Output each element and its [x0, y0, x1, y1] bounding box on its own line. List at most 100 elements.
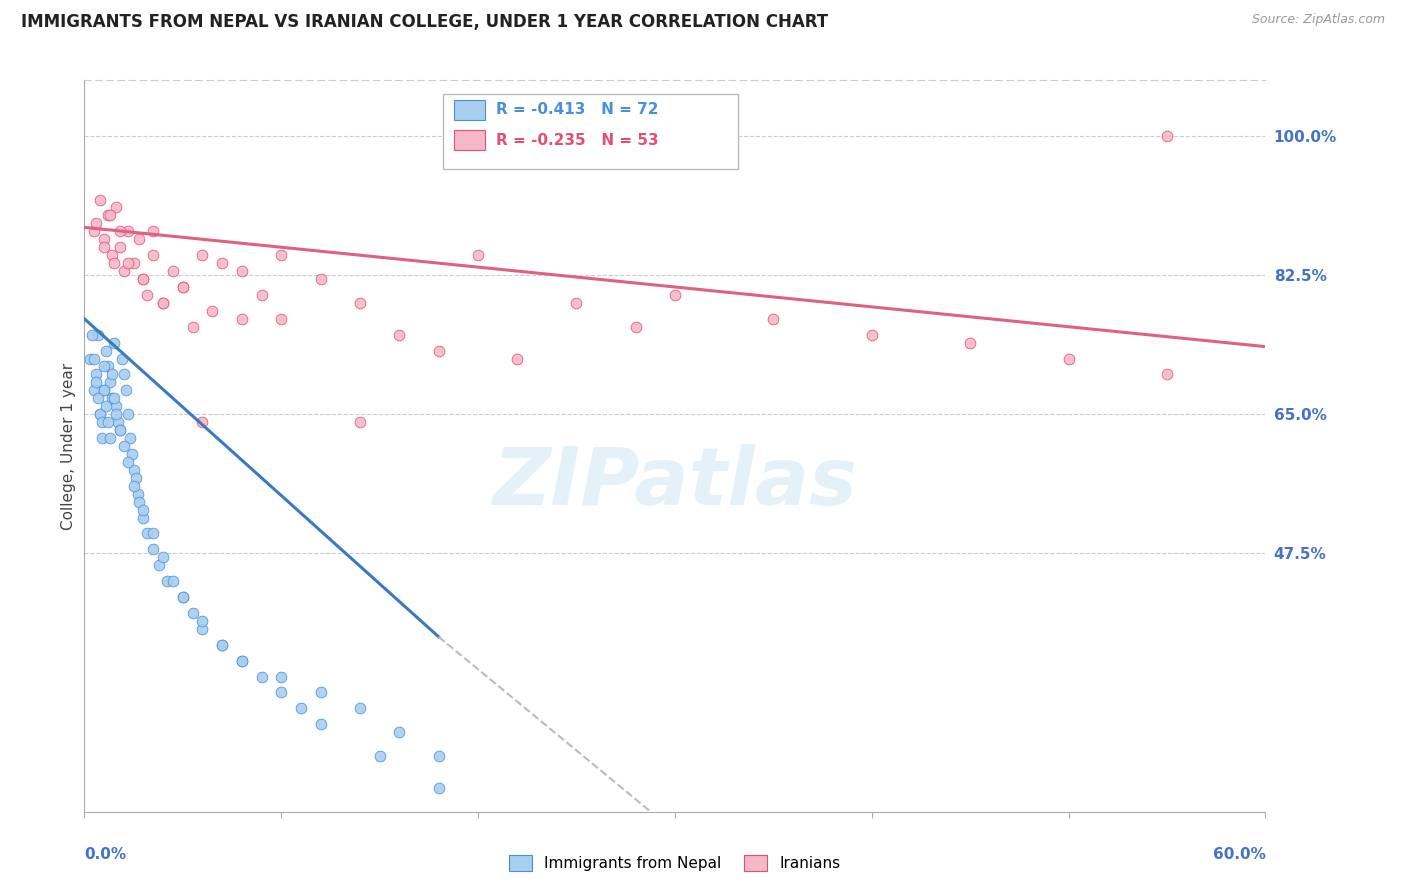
Point	[84, 216, 107, 230]
Point	[136, 288, 159, 302]
Point	[93, 232, 115, 246]
Point	[122, 463, 145, 477]
Point	[959, 335, 981, 350]
Point	[349, 296, 371, 310]
Point	[118, 431, 141, 445]
Point	[89, 193, 111, 207]
Point	[148, 558, 170, 573]
Text: 60.0%: 60.0%	[1212, 847, 1265, 863]
Point	[152, 296, 174, 310]
Text: Source: ZipAtlas.com: Source: ZipAtlas.com	[1251, 13, 1385, 27]
Point	[101, 368, 124, 382]
Point	[111, 351, 134, 366]
Point	[117, 407, 139, 421]
Point	[107, 415, 129, 429]
Point	[172, 280, 194, 294]
Point	[201, 303, 224, 318]
Point	[191, 415, 214, 429]
Point	[250, 288, 273, 302]
Point	[142, 248, 165, 262]
Point	[231, 654, 253, 668]
Point	[124, 471, 146, 485]
Point	[98, 431, 121, 445]
Point	[132, 510, 155, 524]
Point	[142, 224, 165, 238]
Point	[108, 240, 131, 254]
Point	[83, 351, 105, 366]
Point	[94, 399, 117, 413]
Point	[79, 351, 101, 366]
Point	[172, 590, 194, 604]
Point	[108, 423, 131, 437]
Point	[427, 343, 450, 358]
Point	[191, 614, 214, 628]
Point	[368, 749, 391, 764]
Point	[97, 359, 120, 374]
Point	[117, 224, 139, 238]
Point	[101, 392, 124, 406]
Point	[156, 574, 179, 589]
Point	[98, 209, 121, 223]
Point	[349, 701, 371, 715]
Point	[211, 256, 233, 270]
Point	[172, 590, 194, 604]
Point	[152, 296, 174, 310]
Point	[103, 335, 125, 350]
Legend: Immigrants from Nepal, Iranians: Immigrants from Nepal, Iranians	[503, 849, 846, 877]
Point	[108, 224, 131, 238]
Point	[93, 384, 115, 398]
Point	[309, 685, 332, 699]
Text: R = -0.413   N = 72: R = -0.413 N = 72	[496, 103, 659, 117]
Point	[112, 264, 135, 278]
Point	[89, 407, 111, 421]
Point	[191, 248, 214, 262]
Point	[664, 288, 686, 302]
Point	[84, 376, 107, 390]
Point	[127, 486, 149, 500]
Point	[104, 407, 127, 421]
Text: ZIPatlas: ZIPatlas	[492, 443, 858, 522]
Point	[122, 256, 145, 270]
Point	[388, 327, 411, 342]
Point	[103, 392, 125, 406]
Point	[142, 542, 165, 557]
Point	[84, 368, 107, 382]
Point	[103, 256, 125, 270]
Point	[117, 256, 139, 270]
Point	[250, 669, 273, 683]
Point	[1156, 128, 1178, 143]
Point	[309, 717, 332, 731]
Point	[122, 479, 145, 493]
Point	[270, 248, 292, 262]
Point	[162, 574, 184, 589]
Text: R = -0.235   N = 53: R = -0.235 N = 53	[496, 133, 659, 147]
Point	[97, 209, 120, 223]
Point	[97, 415, 120, 429]
Point	[132, 502, 155, 516]
Text: IMMIGRANTS FROM NEPAL VS IRANIAN COLLEGE, UNDER 1 YEAR CORRELATION CHART: IMMIGRANTS FROM NEPAL VS IRANIAN COLLEGE…	[21, 13, 828, 31]
Point	[132, 272, 155, 286]
Point	[112, 439, 135, 453]
Point	[467, 248, 489, 262]
Point	[94, 343, 117, 358]
Point	[82, 327, 104, 342]
Point	[128, 494, 150, 508]
Point	[101, 248, 124, 262]
Text: 0.0%: 0.0%	[84, 847, 127, 863]
Point	[211, 638, 233, 652]
Point	[191, 622, 214, 636]
Point	[91, 415, 114, 429]
Point	[506, 351, 529, 366]
Point	[83, 224, 105, 238]
Point	[181, 319, 204, 334]
Point	[290, 701, 312, 715]
Point	[128, 232, 150, 246]
Y-axis label: College, Under 1 year: College, Under 1 year	[60, 362, 76, 530]
Point	[93, 384, 115, 398]
Point	[762, 311, 785, 326]
Point	[132, 272, 155, 286]
Point	[112, 368, 135, 382]
Point	[624, 319, 647, 334]
Point	[152, 550, 174, 565]
Point	[860, 327, 883, 342]
